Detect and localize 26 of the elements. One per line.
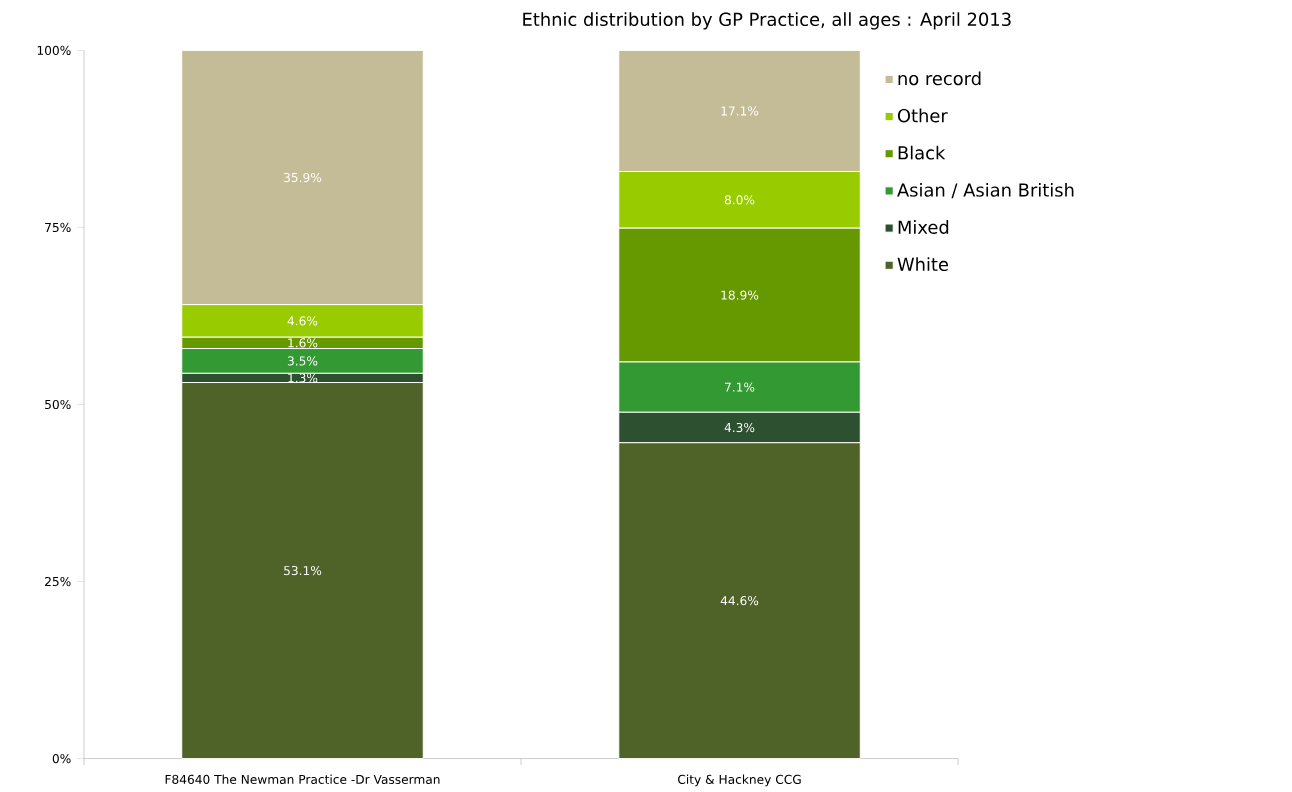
legend-label: no record xyxy=(898,71,981,86)
y-tick-label: 25% xyxy=(45,577,71,587)
data-label: 8.0% xyxy=(724,195,755,205)
data-label: 4.6% xyxy=(287,316,318,326)
x-tick-label: F84640 The Newman Practice -Dr Vasserman xyxy=(165,774,440,785)
legend-label: Asian / Asian British xyxy=(897,183,1074,199)
data-label: 53.1% xyxy=(284,566,322,576)
y-tick-label: 100% xyxy=(37,45,71,56)
y-tick-label: 75% xyxy=(45,222,71,233)
data-label: 44.6% xyxy=(720,596,759,606)
legend-label: Other xyxy=(897,108,948,123)
data-label: 17.1% xyxy=(721,106,759,116)
data-label: 1.3% xyxy=(288,373,318,383)
legend-label: White xyxy=(897,257,949,272)
data-label: 1.6% xyxy=(288,338,318,348)
data-label: 3.5% xyxy=(287,356,318,366)
y-tick-label: 0% xyxy=(52,754,71,764)
legend-label: Black xyxy=(898,145,946,160)
data-label: 35.9% xyxy=(284,173,322,183)
data-label: 18.9% xyxy=(721,290,759,300)
legend-label: Mixed xyxy=(898,220,949,235)
y-tick-label: 50% xyxy=(45,400,71,410)
data-label: 4.3% xyxy=(724,423,755,433)
chart-title: Ethnic distribution by GP Practice, all ages : April 2013 xyxy=(523,12,1011,30)
data-label: 7.1% xyxy=(725,382,755,392)
x-tick-label: City & Hackney CCG xyxy=(678,774,801,787)
